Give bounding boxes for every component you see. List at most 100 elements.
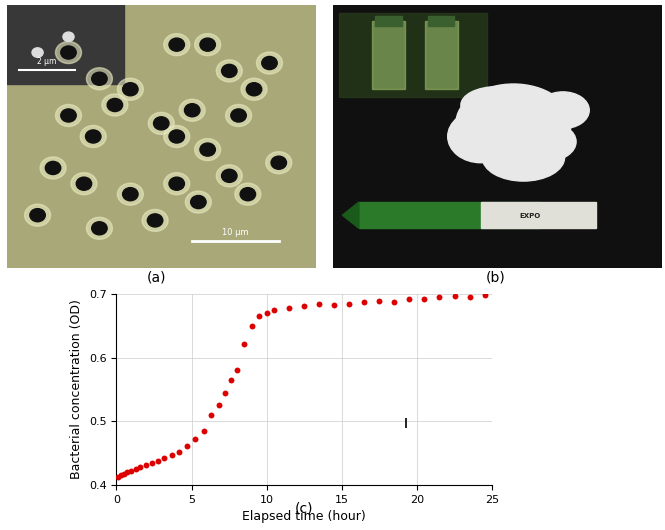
Circle shape xyxy=(195,138,221,161)
Circle shape xyxy=(92,72,107,85)
Point xyxy=(419,294,430,303)
Point xyxy=(246,322,257,330)
Circle shape xyxy=(92,222,107,235)
Circle shape xyxy=(186,191,211,213)
Point xyxy=(464,293,475,302)
Circle shape xyxy=(164,126,190,147)
Bar xyxy=(339,13,487,97)
Point xyxy=(344,299,354,308)
Circle shape xyxy=(191,196,206,209)
Text: EXPO: EXPO xyxy=(519,213,541,219)
Ellipse shape xyxy=(456,84,571,163)
Circle shape xyxy=(200,38,215,51)
Point xyxy=(225,376,236,384)
Point xyxy=(159,454,170,463)
Circle shape xyxy=(40,157,66,179)
Point xyxy=(205,411,216,419)
Circle shape xyxy=(231,109,246,122)
Point xyxy=(213,401,224,410)
Bar xyxy=(7,5,124,84)
Point xyxy=(130,465,141,473)
Point xyxy=(231,366,242,375)
Circle shape xyxy=(30,209,45,222)
Circle shape xyxy=(257,52,283,74)
Circle shape xyxy=(169,38,184,51)
Bar xyxy=(375,16,402,26)
Circle shape xyxy=(86,68,112,90)
Bar xyxy=(372,21,405,89)
Circle shape xyxy=(63,32,74,41)
Circle shape xyxy=(221,169,237,182)
Point xyxy=(374,296,384,305)
Point xyxy=(239,340,249,348)
Circle shape xyxy=(235,183,261,205)
Circle shape xyxy=(164,33,190,56)
Circle shape xyxy=(246,83,262,96)
Circle shape xyxy=(148,112,174,135)
Point xyxy=(254,312,265,321)
X-axis label: Elapsed time (hour): Elapsed time (hour) xyxy=(242,510,366,523)
Ellipse shape xyxy=(482,134,565,181)
Circle shape xyxy=(216,60,242,82)
Circle shape xyxy=(200,143,215,156)
Circle shape xyxy=(225,104,251,127)
Bar xyxy=(481,202,596,228)
Circle shape xyxy=(86,217,112,240)
Bar xyxy=(425,21,458,89)
Point xyxy=(314,299,325,308)
Point xyxy=(153,456,164,465)
Circle shape xyxy=(169,177,184,190)
Point xyxy=(329,301,340,309)
Ellipse shape xyxy=(517,122,576,162)
Circle shape xyxy=(262,57,277,69)
Circle shape xyxy=(32,48,43,57)
Point xyxy=(198,427,209,435)
Circle shape xyxy=(107,99,122,111)
Point xyxy=(116,471,126,480)
Circle shape xyxy=(266,152,292,174)
Circle shape xyxy=(154,117,169,130)
Circle shape xyxy=(148,214,163,227)
Circle shape xyxy=(61,109,76,122)
Point xyxy=(359,297,370,306)
Circle shape xyxy=(221,64,237,77)
Bar xyxy=(428,16,454,26)
Point xyxy=(261,309,272,317)
Circle shape xyxy=(45,162,61,174)
Point xyxy=(190,434,200,443)
Point xyxy=(389,297,400,306)
Point xyxy=(404,295,415,304)
Circle shape xyxy=(25,204,51,226)
Circle shape xyxy=(80,126,106,147)
Y-axis label: Bacterial concentration (OD): Bacterial concentration (OD) xyxy=(70,299,83,480)
Circle shape xyxy=(61,46,76,59)
Circle shape xyxy=(241,78,267,100)
Circle shape xyxy=(164,173,190,195)
Circle shape xyxy=(55,41,82,64)
Point xyxy=(434,293,445,302)
Circle shape xyxy=(271,156,287,169)
Circle shape xyxy=(122,188,138,201)
Circle shape xyxy=(76,177,92,190)
Point xyxy=(118,469,129,478)
Point xyxy=(479,291,490,299)
Ellipse shape xyxy=(448,110,513,163)
Point xyxy=(141,461,152,469)
Point xyxy=(167,451,178,460)
Ellipse shape xyxy=(461,86,533,123)
Ellipse shape xyxy=(537,92,589,129)
Circle shape xyxy=(184,104,200,117)
Circle shape xyxy=(179,99,205,121)
Circle shape xyxy=(216,165,242,187)
Text: (b): (b) xyxy=(485,270,505,284)
Circle shape xyxy=(169,130,184,143)
Text: 2 μm: 2 μm xyxy=(37,57,57,66)
Circle shape xyxy=(55,104,82,127)
Point xyxy=(219,388,230,397)
Point xyxy=(174,448,185,456)
Circle shape xyxy=(122,83,138,96)
Polygon shape xyxy=(342,202,359,228)
Point xyxy=(450,292,460,301)
Circle shape xyxy=(86,130,101,143)
Text: (c): (c) xyxy=(295,501,313,515)
